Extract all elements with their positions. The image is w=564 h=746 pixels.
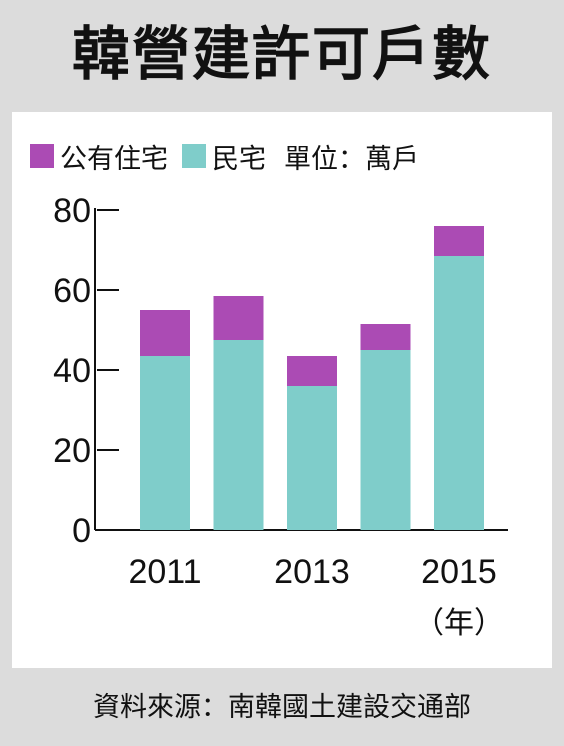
- chart-title: 韓營建許可戶數: [71, 20, 492, 88]
- bar-segment: [140, 356, 190, 530]
- bar-segment: [287, 386, 337, 530]
- bar-segment: [360, 350, 411, 530]
- bar-segment: [287, 356, 337, 386]
- unit-label: 單位：萬戶: [284, 143, 419, 175]
- legend-swatch-public-housing: [30, 144, 54, 168]
- y-tick-label: 20: [53, 432, 91, 470]
- bar-segment: [213, 340, 264, 530]
- y-tick-label: 0: [72, 512, 91, 550]
- source-note: 資料來源：南韓國土建設交通部: [93, 692, 471, 723]
- legend: 公有住宅 民宅 單位：萬戶: [30, 140, 419, 175]
- bar-segment: [434, 226, 484, 256]
- y-tick-label: 60: [53, 272, 91, 310]
- x-axis-unit: （年）: [414, 606, 504, 641]
- legend-label-private-housing: 民宅: [212, 143, 266, 175]
- bar-segment: [434, 256, 484, 530]
- x-tick-label: 2015: [421, 553, 497, 591]
- y-tick-label: 80: [53, 192, 91, 230]
- bar-segment: [213, 296, 264, 340]
- legend-label-public-housing: 公有住宅: [60, 143, 168, 175]
- x-tick-label: 2011: [128, 553, 201, 591]
- y-tick-label: 40: [53, 352, 91, 390]
- x-tick-label: 2013: [274, 553, 350, 591]
- bar-segment: [140, 310, 190, 356]
- legend-swatch-private-housing: [182, 144, 206, 168]
- bar-segment: [360, 324, 411, 350]
